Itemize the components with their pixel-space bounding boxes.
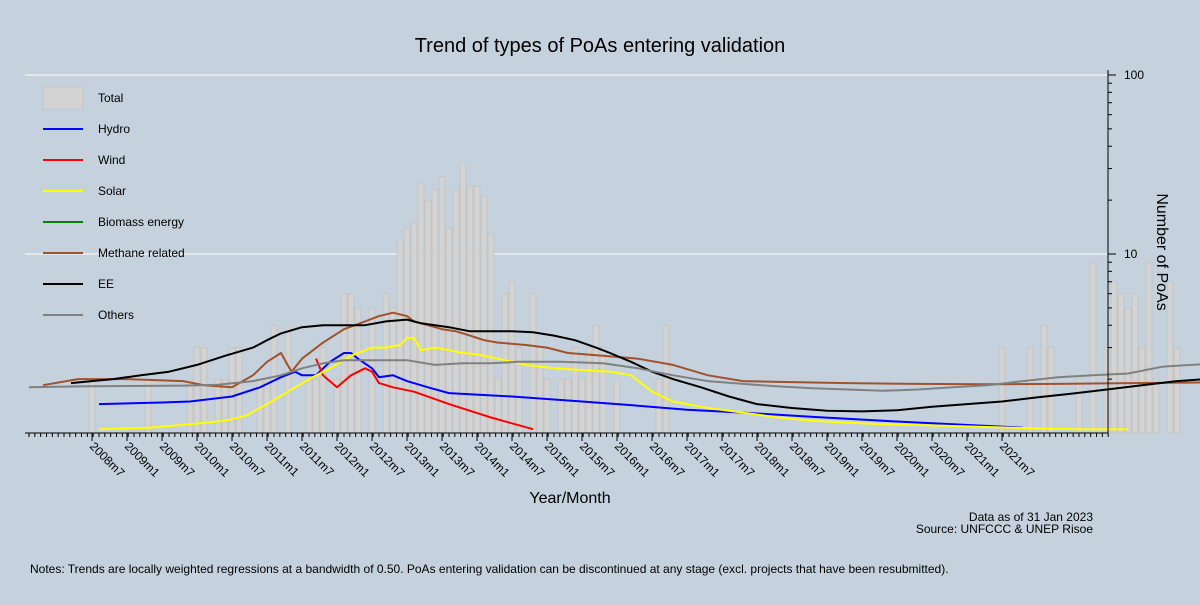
y-tick-label: 10 bbox=[1124, 247, 1138, 261]
y-axis-title: Number of PoAs bbox=[1153, 193, 1170, 310]
bar-total bbox=[1110, 281, 1118, 434]
series-line-ee bbox=[70, 318, 1200, 413]
bar-total bbox=[466, 185, 474, 434]
bar-total bbox=[1047, 347, 1055, 434]
bar-total bbox=[571, 347, 579, 434]
bar-total bbox=[200, 347, 208, 434]
series-line-hydro bbox=[98, 352, 1024, 429]
bar-total bbox=[438, 176, 446, 434]
bar-total bbox=[515, 347, 523, 434]
legend-label: Biomass energy bbox=[98, 215, 184, 229]
bar-total bbox=[193, 347, 201, 434]
legend-label: EE bbox=[98, 277, 114, 291]
trend-lines bbox=[28, 311, 1200, 431]
bar-total bbox=[403, 227, 411, 434]
bar-total bbox=[340, 293, 348, 434]
data-date-note: Data as of 31 Jan 2023 bbox=[969, 510, 1093, 524]
bar-total bbox=[1166, 281, 1174, 434]
footnote: Notes: Trends are locally weighted regre… bbox=[30, 562, 949, 576]
bar-total bbox=[508, 281, 516, 434]
legend-label: Wind bbox=[98, 153, 125, 167]
bar-total bbox=[536, 347, 544, 434]
series-line-solar bbox=[98, 336, 1128, 431]
bar-total bbox=[592, 324, 600, 434]
bar-total bbox=[1131, 293, 1139, 434]
bar-total bbox=[396, 239, 404, 434]
bar-total bbox=[312, 378, 320, 434]
bar-total bbox=[564, 378, 572, 434]
y-tick-label: 100 bbox=[1124, 68, 1144, 82]
legend: Total Hydro Wind Solar Biomass energy Methane… bbox=[42, 86, 185, 322]
bar-total bbox=[452, 188, 460, 434]
bar-total bbox=[543, 378, 551, 434]
legend-label: Methane related bbox=[98, 246, 185, 260]
bar-total bbox=[1152, 378, 1160, 434]
bar-series bbox=[88, 163, 1181, 434]
bar-total bbox=[480, 196, 488, 434]
bar-total bbox=[1089, 261, 1097, 434]
bar-total bbox=[319, 347, 327, 434]
bar-total bbox=[284, 324, 292, 434]
chart-title: Trend of types of PoAs entering validati… bbox=[415, 35, 786, 57]
bar-total bbox=[144, 378, 152, 434]
bar-total bbox=[578, 378, 586, 434]
bar-total bbox=[599, 347, 607, 434]
grid-lines bbox=[25, 74, 1108, 255]
bar-total bbox=[431, 188, 439, 434]
legend-label: Hydro bbox=[98, 122, 130, 136]
bar-total bbox=[1124, 307, 1132, 434]
bar-total bbox=[389, 307, 397, 434]
bar-total bbox=[1026, 347, 1034, 434]
legend-label: Others bbox=[98, 308, 134, 322]
legend-label: Total bbox=[98, 91, 123, 105]
bar-total bbox=[1117, 293, 1125, 434]
series-line-wind bbox=[315, 358, 534, 431]
legend-swatch-total bbox=[42, 86, 84, 110]
bar-total bbox=[1138, 347, 1146, 434]
bar-total bbox=[459, 163, 467, 434]
bar-total bbox=[1145, 261, 1153, 434]
bar-total bbox=[585, 347, 593, 434]
bar-total bbox=[235, 347, 243, 434]
bar-total bbox=[305, 378, 313, 434]
series-line-methane-related bbox=[42, 311, 1200, 389]
bar-total bbox=[613, 378, 621, 434]
bar-total bbox=[529, 293, 537, 434]
bar-total bbox=[1173, 347, 1181, 434]
bar-total bbox=[662, 324, 670, 434]
bar-total bbox=[557, 378, 565, 434]
bar-total bbox=[347, 293, 355, 434]
bar-total bbox=[494, 378, 502, 434]
bar-total bbox=[655, 378, 663, 434]
legend-label: Solar bbox=[98, 184, 126, 198]
source-note: Source: UNFCCC & UNEP Risoe bbox=[916, 522, 1093, 536]
bar-total bbox=[487, 233, 495, 434]
bar-total bbox=[473, 185, 481, 434]
bar-total bbox=[998, 347, 1006, 434]
x-axis-title: Year/Month bbox=[529, 490, 610, 507]
series-line-others bbox=[28, 359, 1200, 392]
bar-total bbox=[1075, 378, 1083, 434]
bar-total bbox=[410, 222, 418, 434]
